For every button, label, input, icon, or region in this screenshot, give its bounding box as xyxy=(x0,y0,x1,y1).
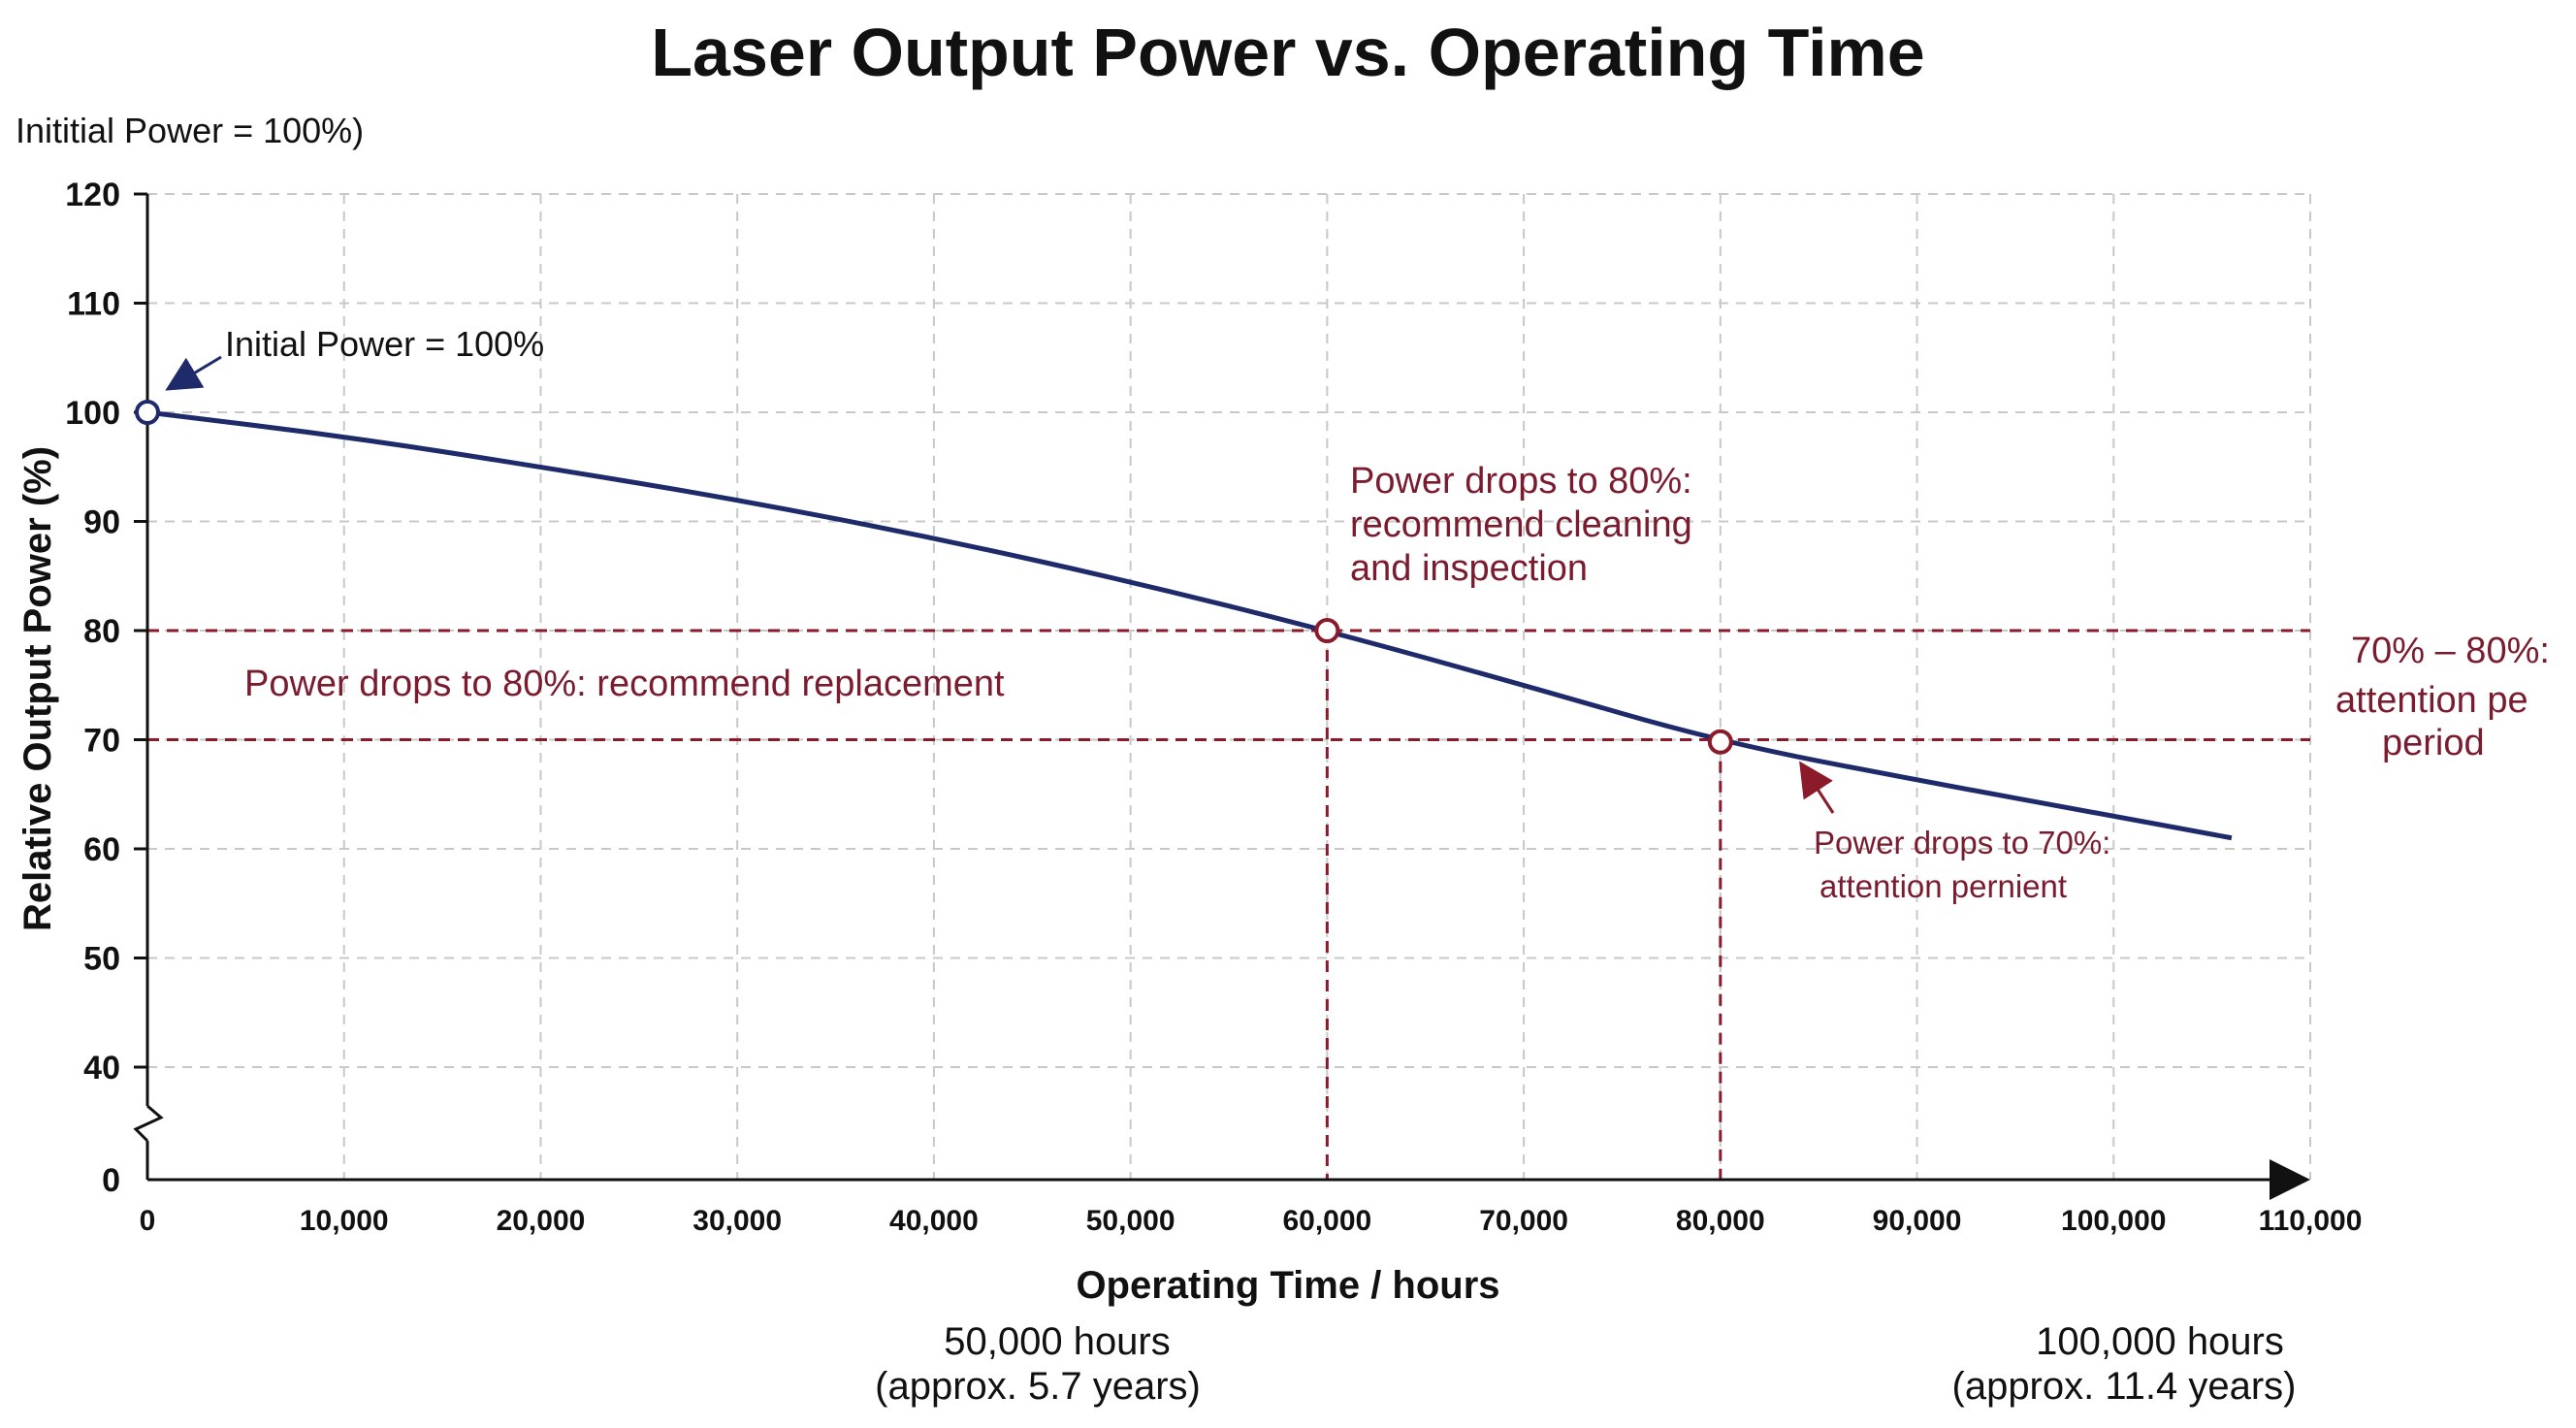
markers xyxy=(135,400,1733,755)
y-tick-label-2: 50 xyxy=(83,941,120,978)
y-axis-label: Relative Output Power (%) xyxy=(16,446,59,931)
y-tick-label-0: 0 xyxy=(102,1162,120,1199)
x-tick-label-11: 110,000 xyxy=(2259,1205,2363,1237)
x-tick-label-4: 40,000 xyxy=(889,1205,979,1237)
reference-lines xyxy=(147,629,2310,1180)
annotation-cleaning-line-3: and inspection xyxy=(1350,548,1588,589)
annotation-100k-line-1: 100,000 hours xyxy=(2036,1320,2284,1363)
x-tick-label-10: 100,000 xyxy=(2061,1205,2166,1237)
x-tick-label-9: 90,000 xyxy=(1873,1205,1962,1237)
x-tick-label-6: 60,000 xyxy=(1282,1205,1371,1237)
annotation-100k-line-2: (approx. 11.4 years) xyxy=(1952,1365,2297,1408)
annotation-cleaning: Power drops to 80%: recommend cleaning a… xyxy=(1350,461,1692,589)
annotation-range-line-2: attention pe xyxy=(2335,680,2528,721)
series xyxy=(146,409,2233,841)
annotation-50k-line-1: 50,000 hours xyxy=(944,1320,1171,1363)
annotation-attention-arrow xyxy=(1799,761,1835,814)
data-marker-1 xyxy=(1314,618,1340,643)
grid xyxy=(147,193,2311,1180)
annotation-initial-text: Initial Power = 100% xyxy=(225,324,544,364)
x-tick-label-7: 70,000 xyxy=(1479,1205,1568,1237)
series-line-0 xyxy=(146,409,2233,841)
y-tick-label-7: 100 xyxy=(65,395,120,432)
annotation-attention-70-line-2: attention pernient xyxy=(1819,868,2067,904)
annotation-cleaning-line-2: recommend cleaning xyxy=(1350,504,1692,545)
y-tick-label-6: 90 xyxy=(83,504,120,541)
y-tick-label-8: 110 xyxy=(67,286,120,323)
annotation-initial-arrow xyxy=(165,355,222,391)
y-axis-break xyxy=(133,1104,164,1143)
axes xyxy=(133,192,2310,1200)
annotation-100k-hours: 100,000 hours (approx. 11.4 years) xyxy=(1952,1320,2297,1408)
annotation-attention-70-line-1: Power drops to 70%: xyxy=(1814,825,2110,860)
x-tick-label-1: 10,000 xyxy=(300,1205,389,1237)
annotation-50k-line-2: (approx. 5.7 years) xyxy=(875,1365,1201,1408)
chart-subtitle: Inititial Power = 100%) xyxy=(16,111,364,150)
annotation-attention-70: Power drops to 70%: attention pernient xyxy=(1799,761,2110,904)
annotation-range-line-3: period xyxy=(2382,723,2485,763)
chart-title: Laser Output Power vs. Operating Time xyxy=(651,15,1924,90)
y-tick-label-3: 60 xyxy=(83,831,120,868)
x-tick-labels: 0 10,000 20,000 30,000 40,000 50,000 60,000 70,… xyxy=(140,1205,2363,1237)
annotation-attention-range: 70% – 80%: attention pe period xyxy=(2335,631,2550,763)
x-tick-label-5: 50,000 xyxy=(1086,1205,1175,1237)
annotation-50k-hours: 50,000 hours (approx. 5.7 years) xyxy=(875,1320,1201,1408)
y-tick-label-1: 40 xyxy=(83,1050,120,1087)
y-tick-label-9: 120 xyxy=(65,177,120,213)
annotation-range-line-1: 70% – 80%: xyxy=(2351,631,2550,671)
y-tick-label-4: 70 xyxy=(83,723,120,760)
x-axis-label: Operating Time / hours xyxy=(1076,1264,1499,1307)
y-tick-labels: 0 40 50 60 70 80 90 100 110 120 xyxy=(65,177,120,1199)
y-tick-label-5: 80 xyxy=(83,613,120,650)
annotation-cleaning-line-1: Power drops to 80%: xyxy=(1350,461,1692,502)
annotation-initial: Initial Power = 100% xyxy=(165,324,544,391)
x-tick-label-8: 80,000 xyxy=(1676,1205,1765,1237)
x-tick-label-2: 20,000 xyxy=(497,1205,586,1237)
data-marker-2 xyxy=(1707,729,1733,755)
annotation-replacement: Power drops to 80%: recommend replacemen… xyxy=(244,664,1005,704)
x-tick-label-0: 0 xyxy=(140,1205,156,1237)
x-tick-label-3: 30,000 xyxy=(692,1205,782,1237)
data-marker-0 xyxy=(135,400,160,425)
